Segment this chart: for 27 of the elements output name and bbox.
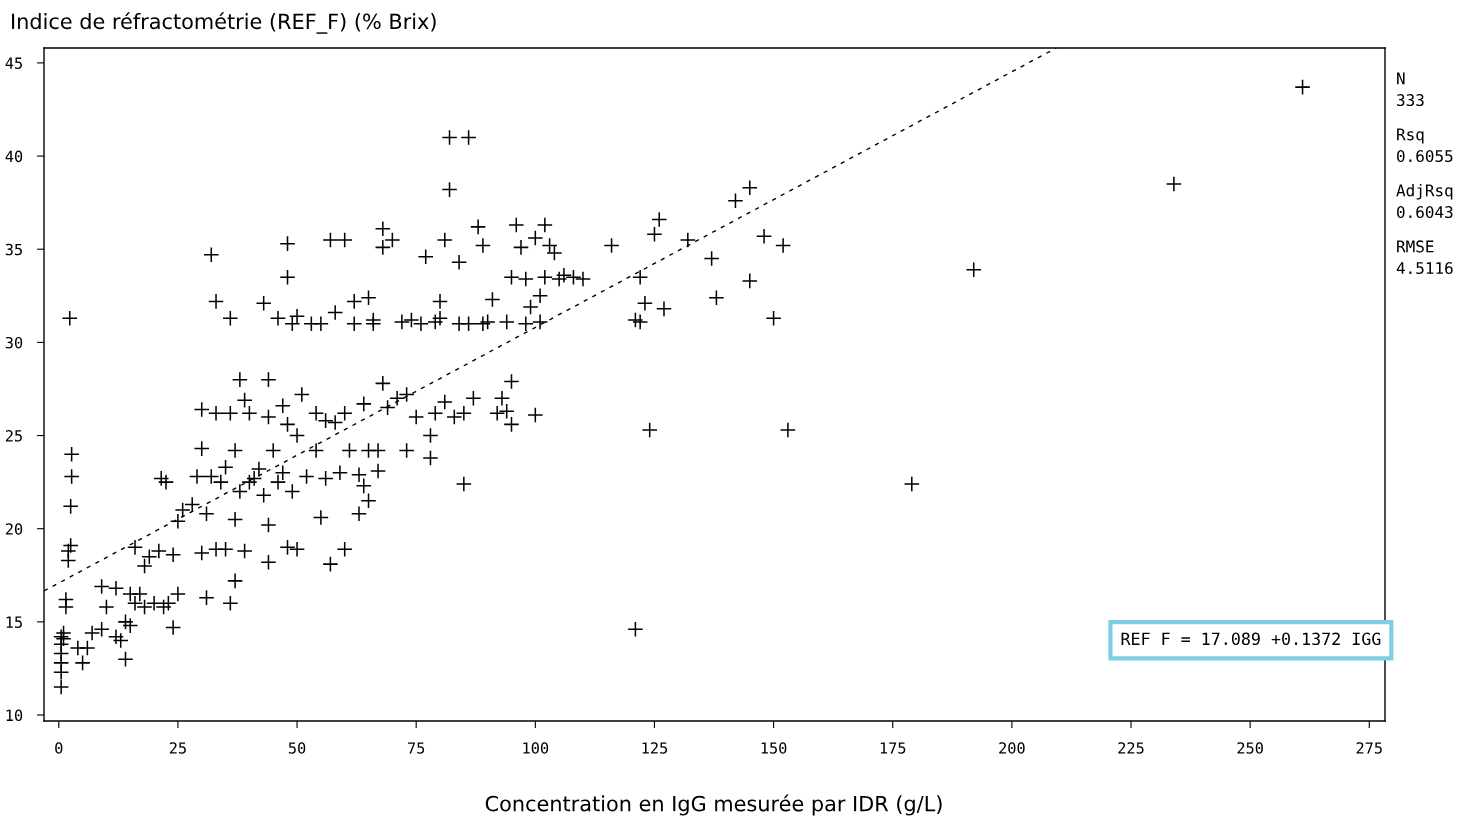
y-tick-label: 15 [6, 616, 22, 628]
y-tick-label: 40 [5, 150, 23, 163]
x-tick-label: 50 [288, 742, 306, 754]
x-tick-label: 250 [1237, 742, 1263, 754]
y-tick-label: 30 [5, 336, 23, 349]
text: AdjRsq 0.6043 [1396, 184, 1453, 219]
y-tick-label: 45 [5, 57, 22, 69]
text: Rsq 0.6055 [1397, 128, 1453, 163]
x-tick-label: 275 [1356, 742, 1382, 754]
x-tick-label: 125 [642, 742, 668, 754]
y-axis-title: Indice de réfractométrie (REF_F) (% Brix) [12, 12, 436, 34]
x-tick-label: 100 [523, 742, 549, 754]
y-tick-label: 20 [5, 523, 23, 535]
y-tick-label: 10 [6, 709, 23, 722]
text: RMSE 4.5116 [1396, 240, 1453, 275]
x-tick-label: 75 [408, 742, 425, 754]
annotation: REF F = 17.089 +0.1372 IGG [1121, 632, 1381, 646]
x-tick-label: 225 [1118, 742, 1144, 754]
y-tick-label: 35 [5, 243, 22, 256]
x-tick-label: 25 [169, 742, 186, 754]
y-tick-label: 25 [5, 430, 22, 442]
x-tick-label: 175 [880, 742, 906, 754]
text: N 333 [1397, 72, 1424, 107]
x-tick-label: 200 [999, 742, 1025, 754]
x-axis-title: Concentration en IgG mesurée par IDR (g/L) [485, 794, 942, 816]
x-tick-label: 150 [761, 742, 787, 754]
x-tick-label: 0 [55, 742, 63, 754]
